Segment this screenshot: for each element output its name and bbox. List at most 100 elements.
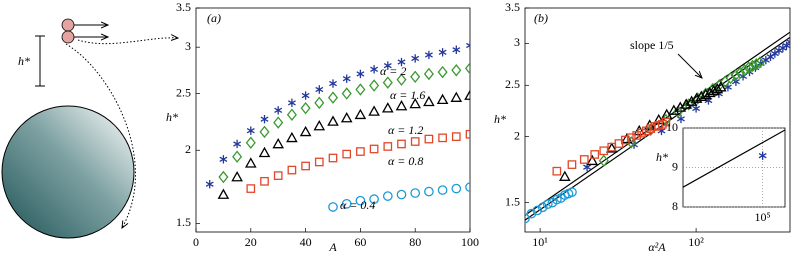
marker [410, 188, 421, 198]
marker [231, 171, 243, 182]
y-tick-label: 2 [514, 128, 520, 142]
marker [369, 144, 379, 154]
reference-line [683, 129, 785, 188]
marker [273, 171, 283, 180]
marker [747, 59, 758, 73]
x-tick-label: 20 [245, 235, 257, 249]
marker [409, 97, 422, 109]
marker [465, 182, 470, 192]
marker [411, 54, 420, 63]
marker [286, 131, 298, 143]
marker [725, 71, 736, 85]
marker [567, 160, 577, 169]
marker [661, 117, 671, 127]
marker [637, 128, 647, 138]
particle [61, 18, 75, 32]
series-label: α = 2 [380, 64, 406, 78]
marker [626, 133, 636, 143]
marker [287, 98, 296, 108]
y-tick-label: 10 [666, 120, 678, 134]
marker [464, 89, 470, 100]
marker [287, 165, 297, 175]
marker [532, 205, 543, 216]
y-tick-label: 3.5 [176, 0, 191, 14]
y-tick-label: 1.5 [176, 215, 191, 229]
marker [423, 67, 434, 81]
marker [451, 183, 462, 194]
marker [313, 119, 326, 131]
marker [436, 93, 449, 105]
marker [232, 150, 243, 163]
marker [355, 195, 366, 206]
marker [642, 126, 651, 136]
marker [340, 112, 353, 123]
marker [244, 157, 257, 168]
y-tick-label: 2.5 [176, 85, 191, 99]
marker [438, 133, 447, 143]
marker [329, 79, 337, 88]
marker [395, 100, 408, 111]
marker [315, 85, 324, 94]
marker [219, 155, 228, 164]
marker [452, 45, 461, 54]
marker [328, 202, 338, 212]
marker [525, 213, 530, 224]
x-tick-label: 0 [193, 235, 199, 249]
marker [743, 61, 754, 74]
marker [451, 132, 461, 141]
marker [438, 48, 447, 57]
x-axis-label: α²A [648, 240, 666, 254]
marker [356, 147, 365, 156]
marker [690, 92, 703, 103]
marker [300, 101, 311, 115]
series-label: α = 0.4 [340, 198, 375, 212]
marker [680, 98, 692, 109]
marker [751, 58, 762, 71]
marker [699, 88, 712, 100]
marker [369, 79, 380, 92]
marker [274, 106, 283, 115]
marker [739, 63, 750, 77]
x-tick-label: 10⁵ [755, 210, 771, 224]
y-tick-label: 1.5 [505, 194, 520, 208]
particle [61, 30, 75, 44]
marker [758, 151, 767, 160]
marker [382, 76, 393, 89]
marker [301, 91, 310, 100]
schematic: h* [1, 18, 178, 239]
series-label: α = 1.6 [390, 88, 425, 102]
marker [383, 61, 392, 70]
marker [341, 198, 352, 209]
marker [559, 170, 571, 181]
marker [368, 105, 380, 116]
marker [633, 124, 646, 136]
marker [605, 142, 618, 153]
marker [286, 108, 297, 121]
marker [342, 74, 351, 83]
marker [258, 146, 271, 158]
marker [354, 108, 367, 120]
marker [677, 114, 685, 124]
y-tick-label: 8 [672, 199, 678, 213]
annotation: slope 1/5 [630, 38, 674, 52]
y-axis-label: h* [166, 110, 178, 124]
marker [770, 49, 779, 58]
marker [272, 137, 285, 149]
marker [586, 154, 599, 166]
marker [260, 114, 269, 124]
marker [552, 166, 562, 176]
marker [314, 96, 325, 110]
panel-title: (b) [534, 11, 548, 25]
plot-area [683, 129, 785, 188]
marker [245, 136, 256, 149]
marker [410, 137, 420, 146]
marker [396, 73, 407, 86]
marker [466, 41, 470, 50]
x-tick-label: 40 [300, 235, 312, 249]
marker [598, 154, 609, 167]
marker [370, 65, 379, 74]
marker [423, 95, 435, 107]
marker [327, 91, 339, 104]
marker [260, 176, 269, 186]
marker [437, 185, 448, 195]
